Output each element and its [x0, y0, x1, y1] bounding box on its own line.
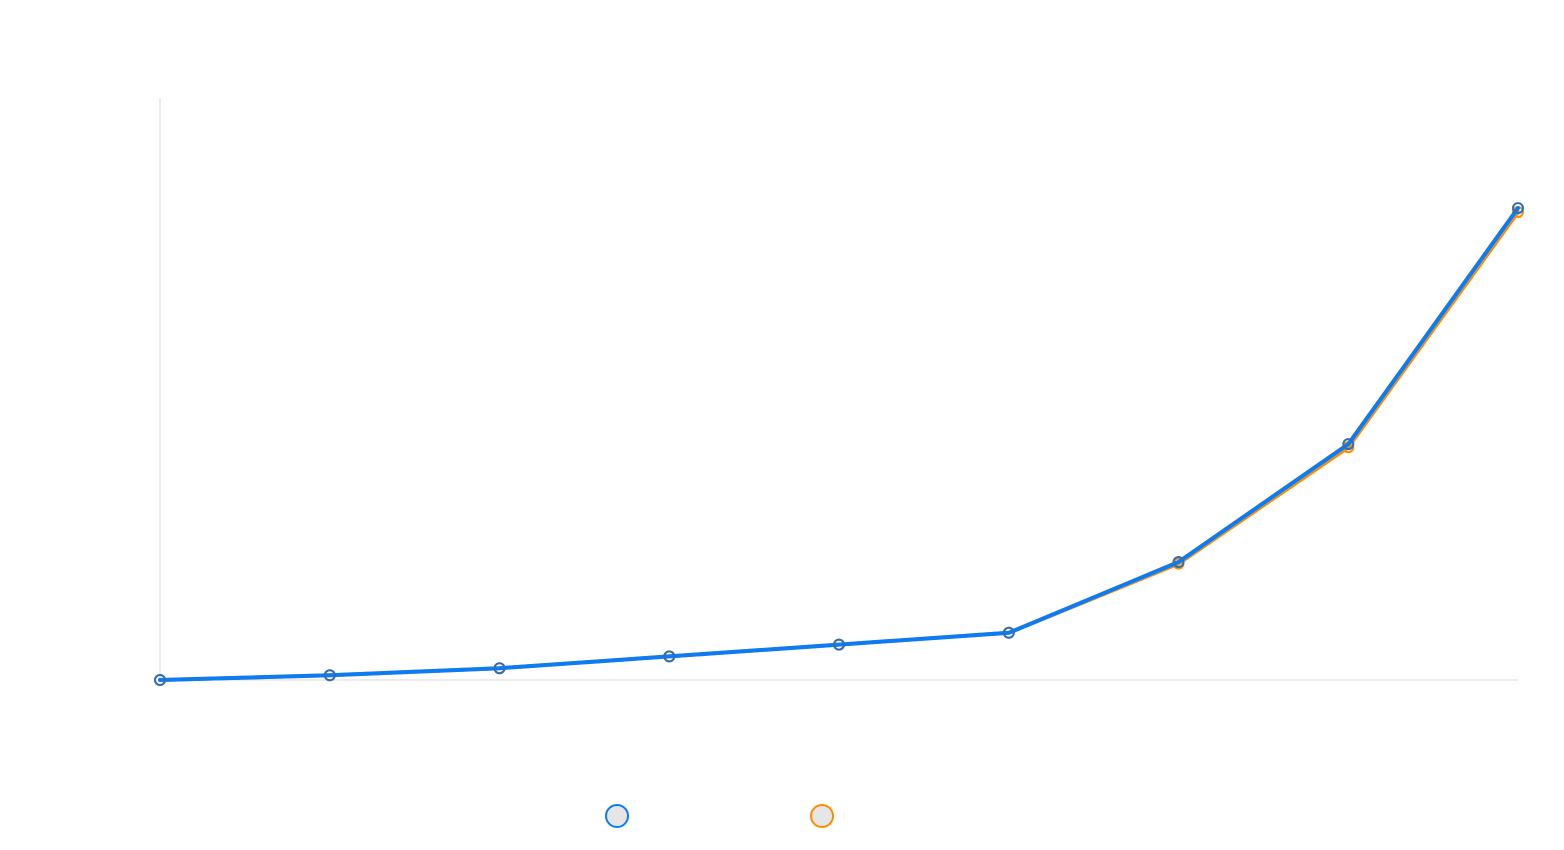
series-1-point[interactable] — [323, 669, 336, 682]
series-1-point[interactable] — [493, 662, 506, 675]
series-1-point[interactable] — [663, 650, 676, 663]
legend-item-2[interactable] — [810, 804, 834, 828]
series-1-point[interactable] — [1172, 556, 1185, 568]
series-1-point[interactable] — [154, 674, 166, 686]
series-2 — [154, 206, 1524, 686]
legend — [605, 804, 834, 828]
series-1-point[interactable] — [1002, 626, 1015, 639]
legend-swatch[interactable] — [605, 804, 629, 828]
series-1 — [154, 202, 1524, 686]
legend-swatch[interactable] — [810, 804, 834, 828]
series-1-line — [158, 206, 1520, 682]
series-1-point[interactable] — [833, 638, 845, 651]
series-2-line — [158, 210, 1520, 682]
series-layer — [154, 202, 1524, 686]
series-1-point[interactable] — [1342, 438, 1355, 451]
legend-item-1[interactable] — [605, 804, 629, 828]
axes — [159, 98, 1518, 681]
series-1-point[interactable] — [1512, 202, 1524, 215]
